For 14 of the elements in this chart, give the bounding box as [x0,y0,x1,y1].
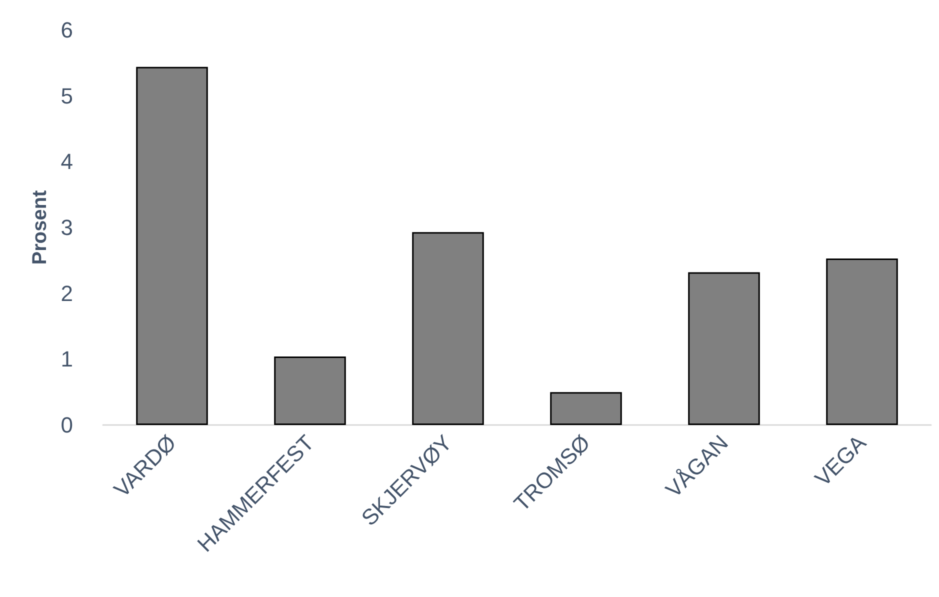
y-tick-label: 0 [60,412,73,438]
y-tick-label: 1 [60,346,73,372]
y-tick-label: 3 [60,215,73,240]
bar [550,392,622,425]
bar [274,356,346,425]
bar [136,66,208,425]
y-tick-label: 4 [60,149,73,174]
bar [688,272,760,425]
y-tick-label: 6 [60,18,73,42]
bar [826,258,898,425]
bar [412,232,484,425]
y-tick-label: 2 [60,280,73,306]
y-axis-title: Prosent [28,190,51,265]
y-tick-label: 5 [60,83,73,108]
